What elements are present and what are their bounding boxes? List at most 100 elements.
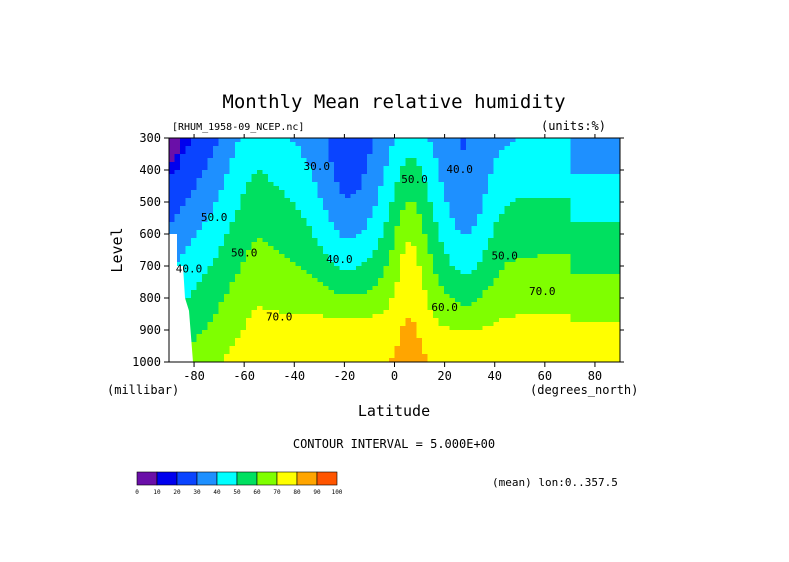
field-cell [224, 302, 231, 307]
field-cell [334, 294, 341, 299]
field-cell [416, 266, 423, 271]
field-cell [405, 282, 412, 287]
field-cell [587, 146, 594, 151]
field-cell [350, 250, 357, 255]
field-cell [526, 178, 533, 183]
field-cell [427, 354, 434, 359]
field-cell [422, 318, 429, 323]
field-cell [240, 190, 247, 195]
field-cell [477, 278, 484, 283]
field-cell [367, 338, 374, 343]
field-cell [273, 258, 280, 263]
field-cell [609, 198, 616, 203]
field-cell [394, 226, 401, 231]
field-cell [240, 206, 247, 211]
field-cell [438, 330, 445, 335]
field-cell [196, 246, 203, 251]
field-cell [460, 342, 467, 347]
field-cell [598, 230, 605, 235]
field-cell [218, 226, 225, 231]
field-cell [312, 322, 319, 327]
field-cell [455, 230, 462, 235]
field-cell [394, 302, 401, 307]
field-cell [284, 342, 291, 347]
field-cell [405, 154, 412, 159]
field-cell [510, 322, 517, 327]
field-cell [521, 322, 528, 327]
field-cell [356, 178, 363, 183]
field-cell [213, 258, 220, 263]
field-cell [284, 250, 291, 255]
field-cell [455, 354, 462, 359]
field-cell [367, 238, 374, 243]
field-cell [235, 262, 242, 267]
field-cell [609, 286, 616, 291]
field-cell [515, 170, 522, 175]
field-cell [466, 358, 473, 362]
field-cell [180, 194, 187, 199]
field-cell [405, 166, 412, 171]
field-cell [218, 302, 225, 307]
field-cell [537, 210, 544, 215]
field-cell [356, 326, 363, 331]
field-cell [614, 198, 620, 203]
field-cell [477, 294, 484, 299]
field-cell [240, 358, 247, 362]
contour-label: 40.0 [326, 253, 353, 266]
field-cell [268, 190, 275, 195]
field-cell [488, 154, 495, 159]
field-cell [521, 174, 528, 179]
field-cell [400, 222, 407, 227]
field-cell [306, 346, 313, 351]
field-cell [576, 162, 583, 167]
field-cell [515, 150, 522, 155]
field-cell [537, 162, 544, 167]
field-cell [268, 334, 275, 339]
field-cell [218, 282, 225, 287]
field-cell [576, 286, 583, 291]
field-cell [295, 194, 302, 199]
field-cell [460, 258, 467, 263]
field-cell [378, 334, 385, 339]
field-cell [339, 190, 346, 195]
field-cell [466, 246, 473, 251]
field-cell [218, 146, 225, 151]
field-cell [257, 166, 264, 171]
field-cell [570, 302, 577, 307]
field-cell [273, 174, 280, 179]
field-cell [449, 202, 456, 207]
field-cell [449, 218, 456, 223]
field-cell [273, 230, 280, 235]
field-cell [191, 274, 198, 279]
field-cell [295, 210, 302, 215]
field-cell [273, 278, 280, 283]
field-cell [367, 190, 374, 195]
field-cell [290, 310, 297, 315]
field-cell [400, 182, 407, 187]
field-cell [609, 142, 616, 147]
field-cell [196, 154, 203, 159]
field-cell [482, 274, 489, 279]
field-cell [367, 158, 374, 163]
field-cell [345, 254, 352, 259]
field-cell [411, 142, 418, 147]
field-cell [295, 230, 302, 235]
field-cell [334, 150, 341, 155]
field-cell [378, 330, 385, 335]
field-cell [488, 170, 495, 175]
field-cell [367, 198, 374, 203]
field-cell [499, 266, 506, 271]
field-cell [488, 298, 495, 303]
field-cell [328, 198, 335, 203]
field-cell [427, 342, 434, 347]
field-cell [312, 330, 319, 335]
field-cell [378, 206, 385, 211]
field-cell [587, 278, 594, 283]
field-cell [372, 206, 379, 211]
field-cell [532, 334, 539, 339]
field-cell [433, 150, 440, 155]
field-cell [460, 178, 467, 183]
field-cell [240, 266, 247, 271]
field-cell [207, 246, 214, 251]
field-cell [295, 178, 302, 183]
